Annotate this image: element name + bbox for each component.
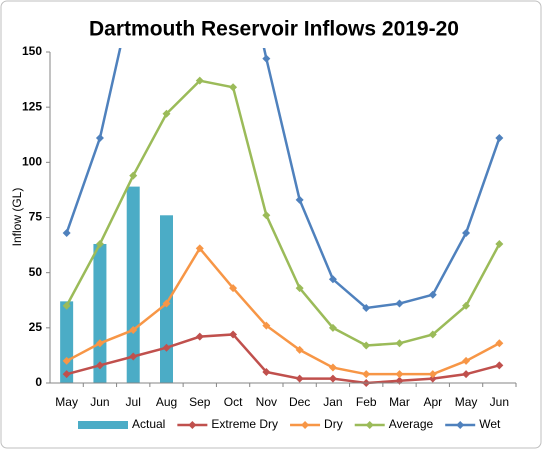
point — [295, 345, 304, 354]
y-tick-label: 25 — [29, 320, 43, 334]
point — [428, 330, 437, 339]
legend-label: Extreme Dry — [211, 417, 278, 431]
point — [95, 361, 104, 370]
point — [395, 339, 404, 348]
point — [495, 134, 504, 143]
point — [162, 299, 171, 308]
y-tick-label: 150 — [22, 44, 42, 58]
point — [62, 370, 71, 379]
point — [262, 211, 271, 220]
legend-marker — [301, 421, 310, 429]
y-tick-label: 75 — [29, 210, 43, 224]
bar — [93, 243, 107, 383]
x-tick-label: Feb — [356, 395, 377, 409]
point — [229, 330, 238, 339]
point — [328, 323, 337, 332]
point — [495, 361, 504, 370]
legend-label: Dry — [324, 417, 343, 431]
x-tick-label: Jan — [323, 395, 342, 409]
point — [262, 367, 271, 376]
x-tick-label: Mar — [389, 395, 410, 409]
line — [66, 246, 500, 376]
point — [229, 83, 238, 92]
point — [295, 284, 304, 293]
x-tick-label: Sep — [189, 395, 211, 409]
line — [66, 333, 500, 385]
point — [295, 195, 304, 204]
point — [95, 239, 104, 248]
point — [62, 228, 71, 237]
point — [229, 284, 238, 293]
point — [395, 299, 404, 308]
x-tick-label: Jun — [490, 395, 509, 409]
y-tick-label: 50 — [29, 265, 43, 279]
point — [129, 171, 138, 180]
point — [129, 352, 138, 361]
legend-swatch — [78, 421, 128, 429]
point — [62, 356, 71, 365]
y-tick-label: 0 — [35, 375, 42, 389]
x-tick-label: May — [455, 395, 478, 409]
x-tick-label: Jul — [126, 395, 141, 409]
point — [428, 370, 437, 379]
legend-label: Average — [389, 417, 434, 431]
legend-marker — [365, 421, 374, 429]
legend-marker — [456, 421, 465, 429]
point — [362, 303, 371, 312]
y-tick-label: 125 — [22, 99, 42, 113]
y-tick-label: 100 — [22, 155, 42, 169]
point — [495, 239, 504, 248]
point — [462, 356, 471, 365]
x-tick-label: Apr — [423, 395, 442, 409]
y-axis-label: Inflow (GL) — [10, 188, 24, 247]
x-tick-label: May — [55, 395, 78, 409]
point — [428, 374, 437, 383]
point — [362, 341, 371, 350]
point — [328, 363, 337, 372]
chart-title: Dartmouth Reservoir Inflows 2019-20 — [89, 18, 459, 41]
point — [62, 301, 71, 310]
point — [129, 326, 138, 335]
point — [262, 54, 271, 63]
point — [462, 228, 471, 237]
point — [162, 109, 171, 118]
line — [65, 79, 501, 347]
point — [328, 374, 337, 383]
point — [295, 374, 304, 383]
legend-label: Wet — [479, 417, 501, 431]
point — [462, 301, 471, 310]
point — [195, 244, 204, 253]
plot-area — [60, 48, 504, 387]
x-tick-label: Dec — [289, 395, 310, 409]
point — [95, 134, 104, 143]
bar — [160, 215, 173, 383]
point — [328, 275, 337, 284]
x-tick-label: Oct — [224, 395, 243, 409]
x-tick-label: Jun — [90, 395, 109, 409]
point — [462, 370, 471, 379]
x-tick-label: Nov — [256, 395, 277, 409]
point — [262, 321, 271, 330]
line — [65, 48, 501, 310]
legend-marker — [188, 421, 197, 429]
point — [195, 76, 204, 85]
legend-label: Actual — [132, 417, 165, 431]
point — [162, 343, 171, 352]
bar — [60, 301, 74, 383]
point — [395, 370, 404, 379]
point — [428, 290, 437, 299]
point — [195, 332, 204, 341]
point — [95, 339, 104, 348]
bar — [126, 186, 140, 383]
point — [362, 370, 371, 379]
x-tick-label: Aug — [156, 395, 177, 409]
point — [495, 339, 504, 348]
